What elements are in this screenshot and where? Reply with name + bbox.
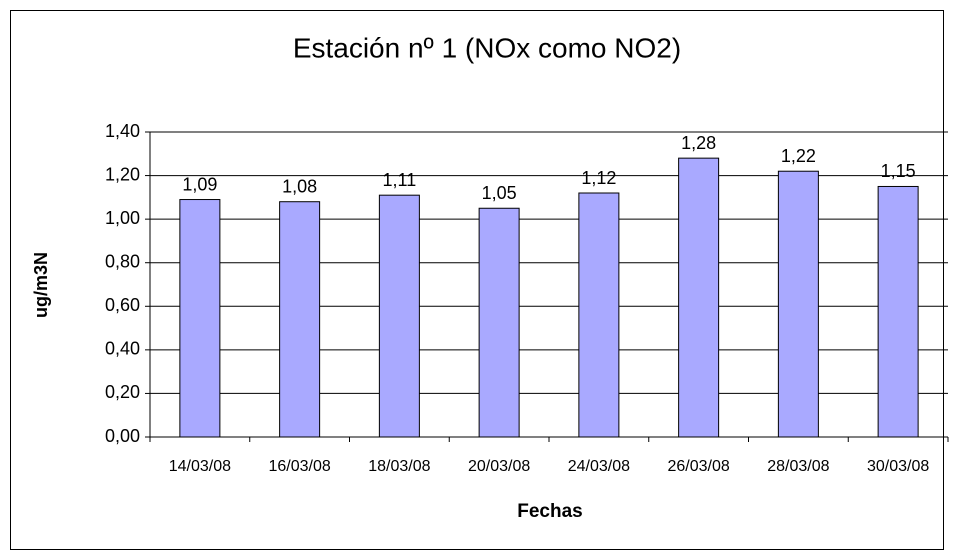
y-tick-label: 0,20	[105, 382, 140, 402]
bar	[678, 157, 720, 438]
data-label: 1,12	[581, 168, 616, 188]
data-label: 1,15	[881, 161, 916, 181]
bar	[279, 201, 321, 438]
x-tick-label: 20/03/08	[468, 458, 530, 475]
bar	[877, 185, 919, 438]
x-tick-label: 28/03/08	[767, 458, 829, 475]
bar	[378, 194, 420, 438]
data-label: 1,05	[482, 183, 517, 203]
x-axis-label: Fechas	[517, 501, 582, 522]
y-axis-label: ug/m3N	[31, 252, 51, 318]
data-label: 1,28	[681, 133, 716, 153]
y-tick-label: 0,60	[105, 295, 140, 315]
bar	[478, 207, 520, 438]
y-tick-label: 1,00	[105, 208, 140, 228]
x-tick-label: 18/03/08	[368, 458, 430, 475]
chart-title: Estación nº 1 (NOx como NO2)	[293, 32, 681, 63]
x-tick-label: 16/03/08	[268, 458, 330, 475]
x-tick-label: 26/03/08	[667, 458, 729, 475]
x-tick-label: 14/03/08	[169, 458, 231, 475]
bar	[777, 170, 819, 438]
y-tick-label: 1,40	[105, 121, 140, 141]
data-label: 1,08	[282, 176, 317, 196]
y-tick-label: 0,80	[105, 251, 140, 271]
data-label: 1,11	[383, 170, 417, 190]
y-tick-label: 1,20	[105, 164, 140, 184]
bar	[179, 199, 221, 438]
y-tick-label: 0,00	[105, 426, 140, 446]
y-tick-label: 0,40	[105, 339, 140, 359]
data-label: 1,09	[182, 174, 217, 194]
x-tick-label: 30/03/08	[867, 458, 929, 475]
data-label: 1,22	[781, 146, 816, 166]
bar	[578, 192, 620, 438]
x-tick-label: 24/03/08	[568, 458, 630, 475]
